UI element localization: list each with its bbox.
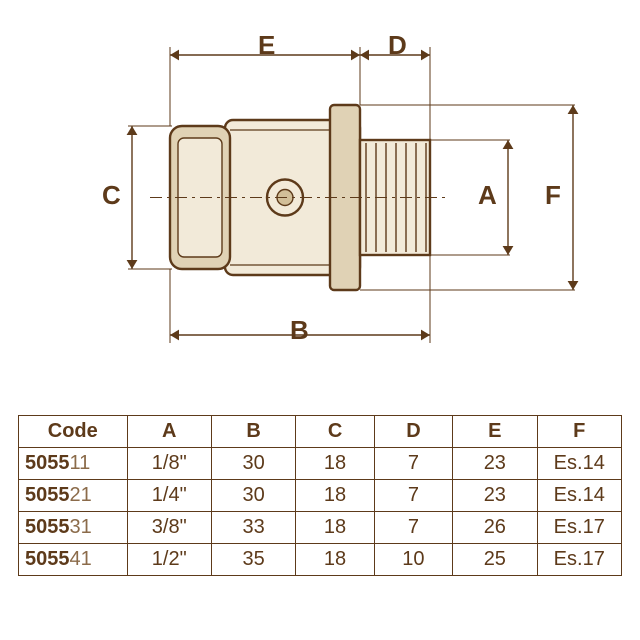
cell-f: Es.14 — [537, 480, 621, 512]
cell-e: 25 — [453, 544, 537, 576]
cell-a: 1/4" — [127, 480, 211, 512]
dim-label-F: F — [545, 180, 561, 211]
cell-d: 7 — [374, 512, 452, 544]
dim-label-A: A — [478, 180, 497, 211]
col-f: F — [537, 416, 621, 448]
table-row: 5055411/2"35181025Es.17 — [19, 544, 622, 576]
cell-b: 30 — [211, 480, 295, 512]
cell-f: Es.14 — [537, 448, 621, 480]
col-a: A — [127, 416, 211, 448]
part-drawing-svg — [0, 0, 640, 380]
dim-label-C: C — [102, 180, 121, 211]
cell-d: 7 — [374, 480, 452, 512]
cell-b: 30 — [211, 448, 295, 480]
dim-label-E: E — [258, 30, 275, 61]
dim-label-D: D — [388, 30, 407, 61]
cell-d: 10 — [374, 544, 452, 576]
cell-code: 505541 — [19, 544, 128, 576]
col-code: Code — [19, 416, 128, 448]
cell-b: 35 — [211, 544, 295, 576]
table-row: 5055111/8"3018723Es.14 — [19, 448, 622, 480]
cell-a: 1/2" — [127, 544, 211, 576]
table-row: 5055313/8"3318726Es.17 — [19, 512, 622, 544]
cell-e: 23 — [453, 448, 537, 480]
cell-code: 505511 — [19, 448, 128, 480]
cell-a: 1/8" — [127, 448, 211, 480]
cell-e: 26 — [453, 512, 537, 544]
cell-c: 18 — [296, 448, 374, 480]
col-d: D — [374, 416, 452, 448]
cell-b: 33 — [211, 512, 295, 544]
technical-drawing: C E D B A F — [0, 0, 640, 380]
col-c: C — [296, 416, 374, 448]
cell-d: 7 — [374, 448, 452, 480]
cell-f: Es.17 — [537, 512, 621, 544]
dim-label-B: B — [290, 315, 309, 346]
col-b: B — [211, 416, 295, 448]
spec-table-wrap: CodeABCDEF 5055111/8"3018723Es.145055211… — [18, 415, 622, 576]
cell-f: Es.17 — [537, 544, 621, 576]
spec-table: CodeABCDEF 5055111/8"3018723Es.145055211… — [18, 415, 622, 576]
cell-code: 505521 — [19, 480, 128, 512]
cell-a: 3/8" — [127, 512, 211, 544]
cell-c: 18 — [296, 544, 374, 576]
cell-c: 18 — [296, 480, 374, 512]
table-row: 5055211/4"3018723Es.14 — [19, 480, 622, 512]
col-e: E — [453, 416, 537, 448]
cell-c: 18 — [296, 512, 374, 544]
cell-e: 23 — [453, 480, 537, 512]
cell-code: 505531 — [19, 512, 128, 544]
